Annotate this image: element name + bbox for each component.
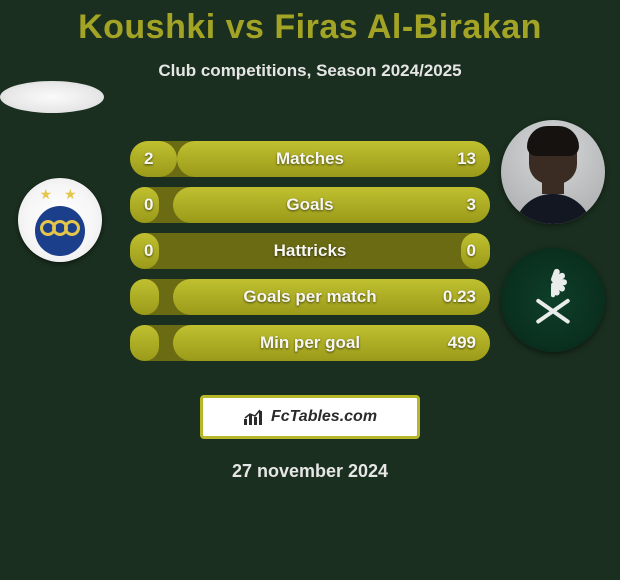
subtitle: Club competitions, Season 2024/2025 [0, 61, 620, 81]
stat-row-hattricks: 0 Hattricks 0 [130, 233, 490, 269]
player-avatar-left [0, 81, 104, 113]
stat-label: Min per goal [130, 325, 490, 361]
stat-label: Goals [130, 187, 490, 223]
stat-value-right: 13 [457, 141, 476, 177]
bar-chart-icon [243, 408, 265, 426]
stat-value-right: 0 [467, 233, 476, 269]
stat-label: Goals per match [130, 279, 490, 315]
page-title: Koushki vs Firas Al-Birakan [0, 0, 620, 47]
stat-value-right: 3 [467, 187, 476, 223]
stat-row-goals-per-match: Goals per match 0.23 [130, 279, 490, 315]
stat-row-min-per-goal: Min per goal 499 [130, 325, 490, 361]
comparison-infographic: Koushki vs Firas Al-Birakan Club competi… [0, 0, 620, 580]
stat-label: Matches [130, 141, 490, 177]
stats-area: 2 Matches 13 0 Goals 3 0 Hattricks 0 Goa… [0, 141, 620, 391]
stat-value-right: 499 [448, 325, 476, 361]
branding-badge: FcTables.com [200, 395, 420, 439]
date-text: 27 november 2024 [0, 461, 620, 482]
branding-text: FcTables.com [271, 408, 377, 426]
stat-value-right: 0.23 [443, 279, 476, 315]
stat-label: Hattricks [130, 233, 490, 269]
stat-row-goals: 0 Goals 3 [130, 187, 490, 223]
stat-row-matches: 2 Matches 13 [130, 141, 490, 177]
